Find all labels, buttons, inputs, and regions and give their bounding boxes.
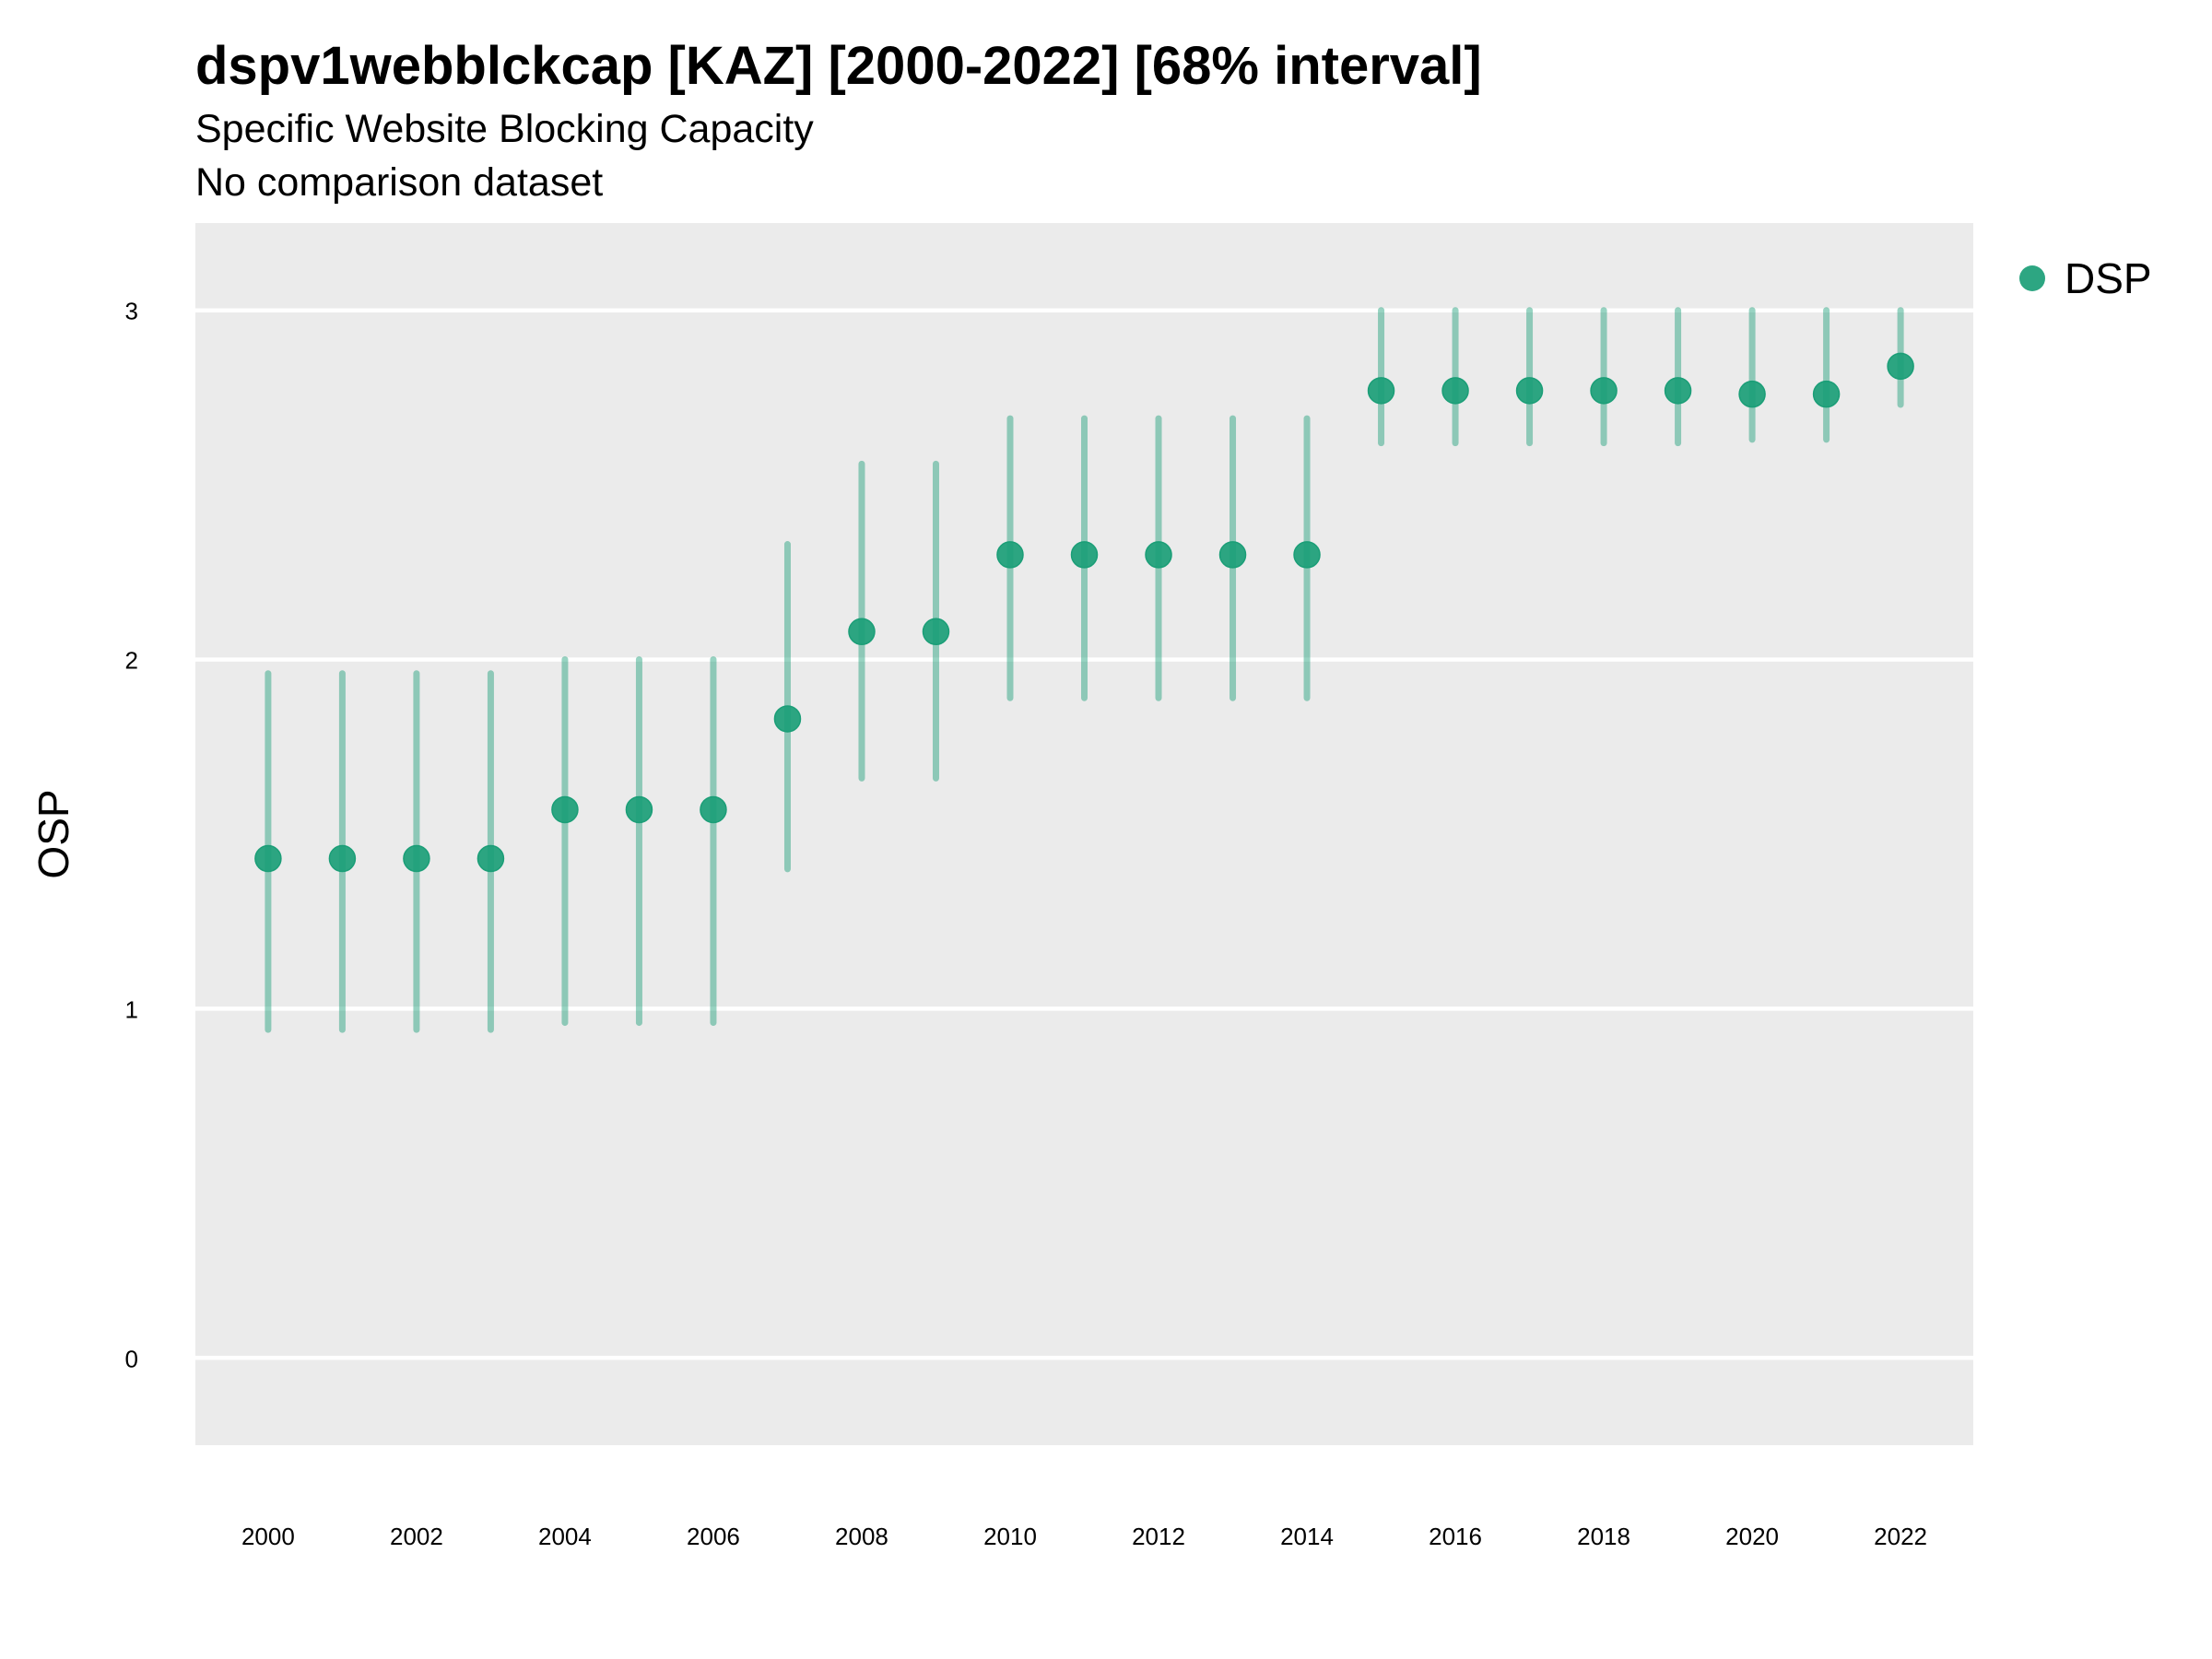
x-tick-label-2020: 2020 [1725, 1523, 1779, 1550]
data-point-2022 [1887, 352, 1914, 381]
gridlines [195, 308, 1973, 1360]
x-tick-label-2018: 2018 [1577, 1523, 1630, 1550]
chart-title: dspv1webblckcap [KAZ] [2000-2022] [68% i… [195, 36, 1482, 96]
data-point-2020 [1738, 380, 1766, 408]
x-tick-label-2012: 2012 [1132, 1523, 1185, 1550]
data-point-2016 [1441, 377, 1469, 405]
data-point-2012 [1145, 541, 1172, 569]
data-point-2001 [328, 844, 357, 873]
chart-subtitle-comparison: No comparison dataset [195, 160, 604, 205]
x-tick-label-2006: 2006 [687, 1523, 740, 1550]
data-point-2007 [773, 705, 802, 733]
data-point-2017 [1515, 377, 1544, 405]
data-points [254, 352, 1914, 873]
x-tick-label-2002: 2002 [390, 1523, 443, 1550]
data-point-2021 [1812, 380, 1841, 408]
y-tick-label-3: 3 [125, 298, 138, 325]
data-point-2005 [625, 795, 653, 824]
x-tick-label-2014: 2014 [1280, 1523, 1334, 1550]
data-point-2003 [477, 844, 505, 873]
y-axis-label: OSP [29, 789, 77, 878]
data-point-2000 [254, 844, 282, 873]
data-point-2009 [922, 618, 950, 646]
data-point-2011 [1070, 541, 1099, 569]
x-axis-ticks: 2000 2002 2004 2006 2008 2010 2012 2014 2016 2018… [241, 1523, 1927, 1550]
data-point-2010 [996, 541, 1024, 569]
data-point-2006 [700, 795, 727, 824]
x-tick-label-2010: 2010 [983, 1523, 1037, 1550]
x-tick-label-2004: 2004 [538, 1523, 592, 1550]
data-point-2004 [551, 795, 579, 824]
data-point-2013 [1218, 541, 1247, 569]
data-point-2014 [1293, 541, 1321, 569]
legend-label-dsp: DSP [2065, 254, 2152, 302]
data-point-2002 [403, 844, 430, 873]
y-tick-label-2: 2 [125, 647, 138, 675]
data-point-2018 [1590, 377, 1618, 405]
plot-panel [195, 223, 1973, 1445]
x-tick-label-2000: 2000 [241, 1523, 295, 1550]
data-point-2015 [1367, 377, 1395, 405]
x-tick-label-2016: 2016 [1429, 1523, 1482, 1550]
data-point-2019 [1664, 377, 1692, 405]
legend: DSP [2019, 254, 2152, 302]
y-tick-label-0: 0 [125, 1345, 138, 1372]
chart-subtitle: Specific Website Blocking Capacity [195, 107, 814, 151]
data-point-2008 [848, 618, 876, 646]
y-tick-label-1: 1 [125, 995, 138, 1023]
y-axis-ticks: 0 1 2 3 [125, 298, 138, 1373]
x-tick-label-2022: 2022 [1874, 1523, 1927, 1550]
legend-key-dsp [2019, 265, 2045, 291]
x-tick-label-2008: 2008 [835, 1523, 888, 1550]
